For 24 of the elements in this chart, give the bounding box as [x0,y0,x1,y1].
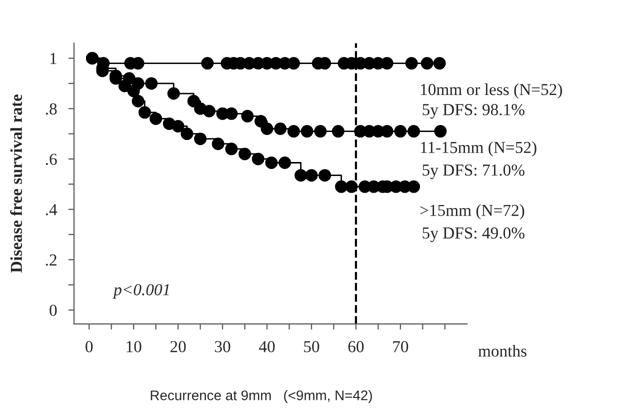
x-tick-label: 10 [126,341,142,352]
annotation: 5y DFS: 98.1% [422,104,524,119]
x-tick-label: 60 [348,341,364,352]
y-tick-label: .4 [46,204,58,216]
x-tick-label: 50 [304,341,320,352]
y-tick-label: 0 [50,304,57,316]
x-axis-title: months [478,344,526,357]
x-tick-label: 30 [215,341,230,352]
y-tick-label: .2 [46,254,56,266]
y-axis-title: Disease free survival rate [10,94,22,273]
y-tick-label: .8 [46,103,57,115]
series-label: 11-15mm (N=52) [421,141,536,156]
series-label: >15mm (N=72) [420,204,524,220]
y-tick-label: 1 [50,53,56,64]
series-label: 10mm or less (N=52) [421,83,562,99]
annotation: 5y DFS: 49.0% [422,227,524,242]
y-tick-label: .6 [46,154,57,165]
x-tick-label: 0 [86,341,93,352]
annotation: 5y DFS: 71.0% [422,164,524,180]
text: Recurrence at 9mm (<9mm, N=42) [150,390,372,404]
x-tick-label: 40 [259,341,275,352]
annotation: p<0.001 [112,284,169,299]
x-tick-label: 20 [170,341,186,352]
x-tick-label: 70 [393,341,408,352]
